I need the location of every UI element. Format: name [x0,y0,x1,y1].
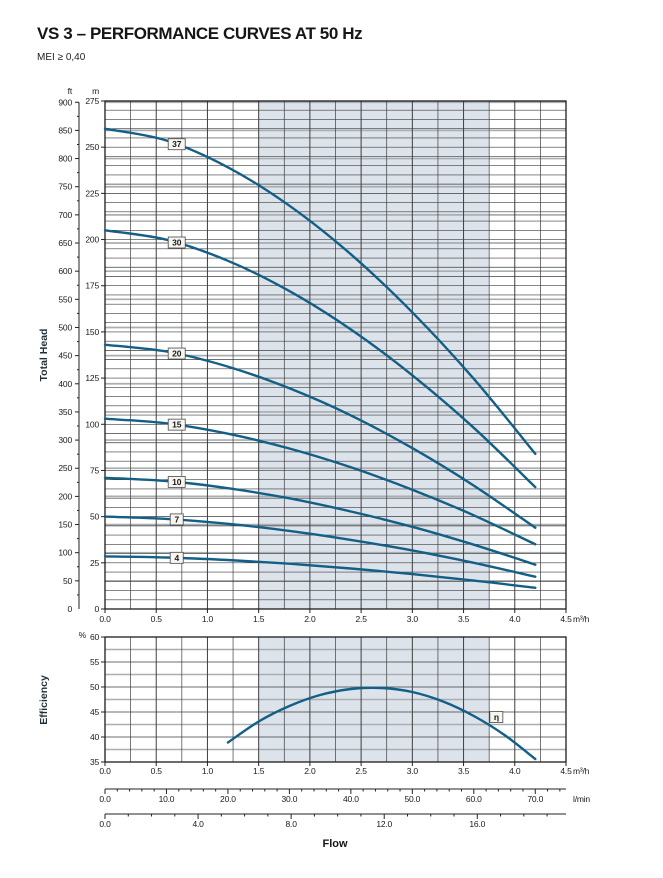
efficiency-curve [226,686,537,761]
eff-tick: 35 [90,757,100,767]
gpm-scale: 0.0 4.0 8.0 12.0 16.0 [99,813,566,829]
eff-x-unit: m³/h [573,766,590,776]
m-tick: 50 [90,512,100,522]
eff-x-tick: 2.0 [304,766,316,776]
head-x-tick: 3.0 [407,614,419,624]
ft-tick: 800 [58,154,72,164]
head-x-tick: 1.5 [253,614,265,624]
ft-tick: 150 [58,520,72,530]
eff-x-tick: 4.5 [560,766,572,776]
eff-x-tick: 0.5 [151,766,163,776]
ft-tick: 300 [58,435,72,445]
gpm-tick: 0.0 [99,819,111,829]
m-tick: 125 [85,373,99,383]
ft-tick: 100 [58,548,72,558]
page-subtitle: MEI ≥ 0,40 [37,52,86,63]
ft-tick: 0 [67,604,72,614]
m-tick: 175 [85,281,99,291]
ft-tick: 600 [58,266,72,276]
lmin-tick: 0.0 [99,794,111,804]
eff-tick: 55 [90,657,100,667]
gpm-tick: 16.0 [469,819,485,829]
x-axis-title-flow: Flow [322,838,348,850]
eff-tick: 60 [90,632,100,642]
m-tick: 250 [85,142,99,152]
curve-label-4: 4 [174,553,179,563]
m-tick: 225 [85,188,99,198]
ft-tick: 900 [58,97,72,107]
ft-tick: 500 [58,322,72,332]
lmin-tick: 40.0 [343,794,359,804]
curve-label-10: 10 [172,477,182,487]
eff-x-tick: 3.5 [458,766,470,776]
ft-tick: 350 [58,407,72,417]
head-x-tick: 4.0 [509,614,521,624]
m-tick: 100 [85,419,99,429]
ft-tick: 50 [63,576,73,586]
curve-label-7: 7 [174,514,179,524]
ft-tick: 400 [58,379,72,389]
curve-label-15: 15 [172,420,182,430]
m-tick: 150 [85,327,99,337]
page-title: VS 3 – PERFORMANCE CURVES AT 50 Hz [37,24,363,43]
ft-unit: ft [68,86,73,96]
eff-x-tick: 2.5 [356,766,368,776]
lmin-tick: 50.0 [404,794,420,804]
m-tick: 0 [94,604,99,614]
head-x-tick: 0.0 [99,614,111,624]
head-chart: 3730201510742752502252001751501251007550… [58,86,589,624]
head-x-tick: 2.5 [356,614,368,624]
head-x-tick: 3.5 [458,614,470,624]
head-x-tick: 4.5 [560,614,572,624]
gpm-tick: 12.0 [376,819,392,829]
head-x-tick: 2.0 [304,614,316,624]
eff-x-tick: 0.0 [99,766,111,776]
gpm-tick: 4.0 [192,819,204,829]
lmin-tick: 70.0 [527,794,543,804]
ft-tick: 650 [58,238,72,248]
m-tick: 75 [90,465,100,475]
lmin-tick: 60.0 [466,794,482,804]
lmin-tick: 30.0 [282,794,298,804]
eff-x-tick: 1.0 [202,766,214,776]
eff-tick: 40 [90,732,100,742]
ft-tick: 200 [58,491,72,501]
ft-tick: 700 [58,210,72,220]
lmin-unit: l/min [573,794,590,804]
head-x-tick: 0.5 [151,614,163,624]
curve-label-30: 30 [172,238,182,248]
head-x-tick: 1.0 [202,614,214,624]
eff-x-tick: 3.0 [407,766,419,776]
lmin-tick: 20.0 [220,794,236,804]
eff-x-tick: 4.0 [509,766,521,776]
m-tick: 25 [90,558,100,568]
curve-label-37: 37 [172,139,182,149]
eff-unit: % [79,630,87,640]
gpm-tick: 8.0 [286,819,298,829]
ft-tick: 450 [58,351,72,361]
ft-tick: 250 [58,463,72,473]
m-unit: m [92,86,99,96]
curve-label-20: 20 [172,349,182,359]
ft-tick: 750 [58,182,72,192]
m-tick: 200 [85,235,99,245]
lmin-scale: 0.0 10.0 20.0 30.0 40.0 50.0 60.0 70.0 l/min [99,788,591,804]
eff-tick: 45 [90,707,100,717]
eff-tick: 50 [90,682,100,692]
m-tick: 275 [85,96,99,106]
eff-x-tick: 1.5 [253,766,265,776]
ft-tick: 550 [58,294,72,304]
head-x-unit: m³/h [573,614,590,624]
ft-tick: 850 [58,125,72,135]
curve-label-η: η [494,712,499,722]
lmin-tick: 10.0 [159,794,175,804]
efficiency-chart: η 60 55 50 45 40 35% 0.0 0.5 1.0 1.5 2.0 2.5 3.0 3.5 4.… [79,630,590,776]
